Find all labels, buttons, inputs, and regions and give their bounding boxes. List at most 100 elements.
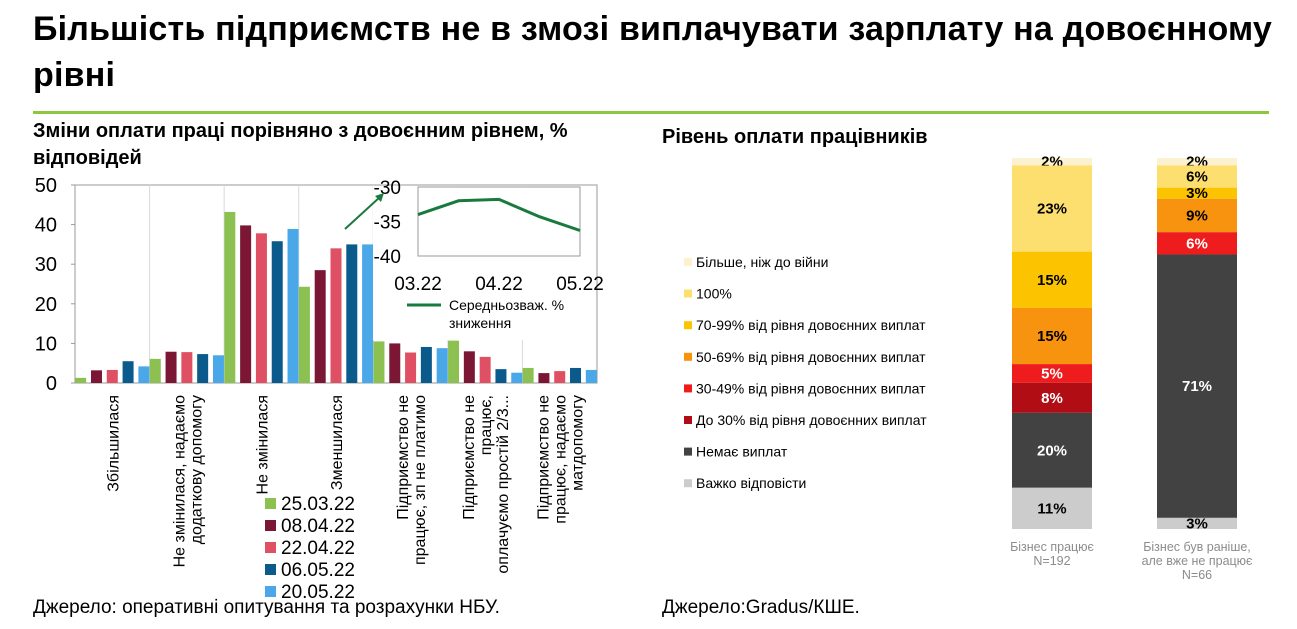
y-tick-label: 0 [46,373,57,395]
bar-category-label: Бізнес працює [1010,540,1094,554]
right-source-note: Джерело:Gradus/КШЕ. [662,597,860,618]
bar-06.05.22 [346,244,358,383]
inset-y-tick-label: -35 [374,213,401,234]
inset-y-tick-label: -40 [374,247,401,268]
legend-label: Важко відповісти [696,475,806,491]
bar-22.04.22 [479,356,491,383]
bar-08.04.22 [240,225,252,383]
x-category-label: Підприємство не [461,395,478,520]
y-tick-label: 10 [35,333,57,355]
segment-value-label: 8% [1041,390,1063,407]
legend-swatch [684,447,692,456]
x-category-label: матдопомогу [570,395,587,491]
inset-x-tick-label: 04.22 [475,274,523,295]
inset-plot-border [417,186,581,257]
inset-legend-label: Середньозваж. % [449,297,564,313]
legend-swatch [265,520,276,531]
stacked-segment [1012,364,1092,383]
x-category-label: Підприємство не [395,395,412,520]
legend-swatch [265,498,276,509]
legend-swatch [684,258,692,266]
right-chart-subtitle: Рівень оплати працівників [662,126,928,148]
bar-20.05.22 [362,244,374,383]
bar-08.04.22 [165,351,177,383]
legend-swatch [684,289,692,298]
bar-25.03.22 [149,358,161,383]
legend-label: 08.04.22 [281,516,355,537]
x-category-label: Підприємство не [536,395,553,520]
segment-value-label: 6% [1186,169,1208,186]
title-divider [33,111,1269,114]
bar-20.05.22 [511,372,523,383]
bar-25.03.22 [522,367,534,383]
legend-label: Більше, ніж до війни [696,254,828,270]
bar-22.04.22 [554,371,566,383]
page-title: Більшість підприємств не в змозі виплачу… [33,10,1273,94]
bar-25.03.22 [448,340,460,383]
inset-series-line [417,197,581,232]
segment-value-label: 9% [1186,208,1208,225]
bar-22.04.22 [106,369,118,383]
legend-label: 06.05.22 [281,560,355,581]
segment-value-label: 5% [1041,365,1063,382]
legend-label: 20.05.22 [281,582,355,600]
segment-value-label: 11% [1037,500,1066,517]
inset-legend-label: зниження [449,315,511,331]
bar-25.03.22 [373,341,385,383]
x-category-label: оплачуємо простій 2/3... [495,395,512,574]
inset-y-tick-label: -30 [374,178,401,199]
stacked-segment [1012,382,1092,413]
stacked-segment [1012,307,1092,365]
segment-value-label: 3% [1186,515,1208,532]
x-category-label: додаткову допомогу [188,395,205,544]
bar-22.04.22 [255,233,267,383]
stacked-segment [1012,487,1092,529]
wage-level-stacked-chart: Більше, ніж до війни 100% 70-99% від рівня… [684,154,1253,582]
segment-value-label: 20% [1037,442,1067,459]
stacked-segment [1157,232,1237,255]
y-tick-label: 30 [35,254,57,276]
bar-06.05.22 [122,361,134,383]
legend-label: Немає виплат [696,444,788,460]
bar-category-label: N=192 [1033,554,1070,568]
x-category-label: працює, надаємо [553,395,570,524]
bar-08.04.22 [389,343,401,383]
bar-20.05.22 [585,369,597,383]
bar-22.04.22 [181,352,193,383]
x-category-label: працює, [478,395,495,455]
bar-22.04.22 [405,352,417,383]
segment-value-label: 15% [1037,272,1067,289]
left-source-note: Джерело: оперативні опитування та розрах… [33,597,500,618]
y-tick-label: 40 [35,215,57,237]
bar-20.05.22 [436,348,448,383]
wage-change-bar-chart: 0 10 20 30 40 50 Збільшилася Не змінилася, нада… [35,175,604,600]
legend-swatch [684,416,692,424]
bar-category-label: N=66 [1182,568,1212,582]
legend-swatch [684,321,692,330]
stacked-segment [1157,254,1237,518]
bar-06.05.22 [197,354,209,383]
inset-x-tick-label: 03.22 [394,274,442,295]
bar-06.05.22 [495,369,507,383]
legend-swatch [265,542,276,553]
stacked-segment [1157,517,1237,529]
callout-arrow-head [375,193,384,202]
bar-20.05.22 [212,355,224,383]
segment-value-label: 6% [1186,235,1208,252]
stacked-segment [1157,165,1237,188]
stacked-segment [1012,165,1092,252]
bar-08.04.22 [90,370,102,383]
bar-category-label: але вже не працює [1142,554,1253,568]
segment-value-label: 23% [1037,201,1067,218]
legend-swatch [265,586,276,597]
legend-label: 50-69% від рівня довоєнних виплат [696,349,926,365]
legend-label: 70-99% від рівня довоєнних виплат [696,317,926,333]
inset-background [373,186,595,340]
bar-20.05.22 [138,366,150,383]
legend-label: До 30% від рівня довоєнних виплат [696,412,927,428]
stacked-segment [1012,412,1092,488]
legend-label: 25.03.22 [281,494,355,515]
bar-06.05.22 [420,346,432,383]
bar-06.05.22 [271,241,283,383]
legend-label: 22.04.22 [281,538,355,559]
